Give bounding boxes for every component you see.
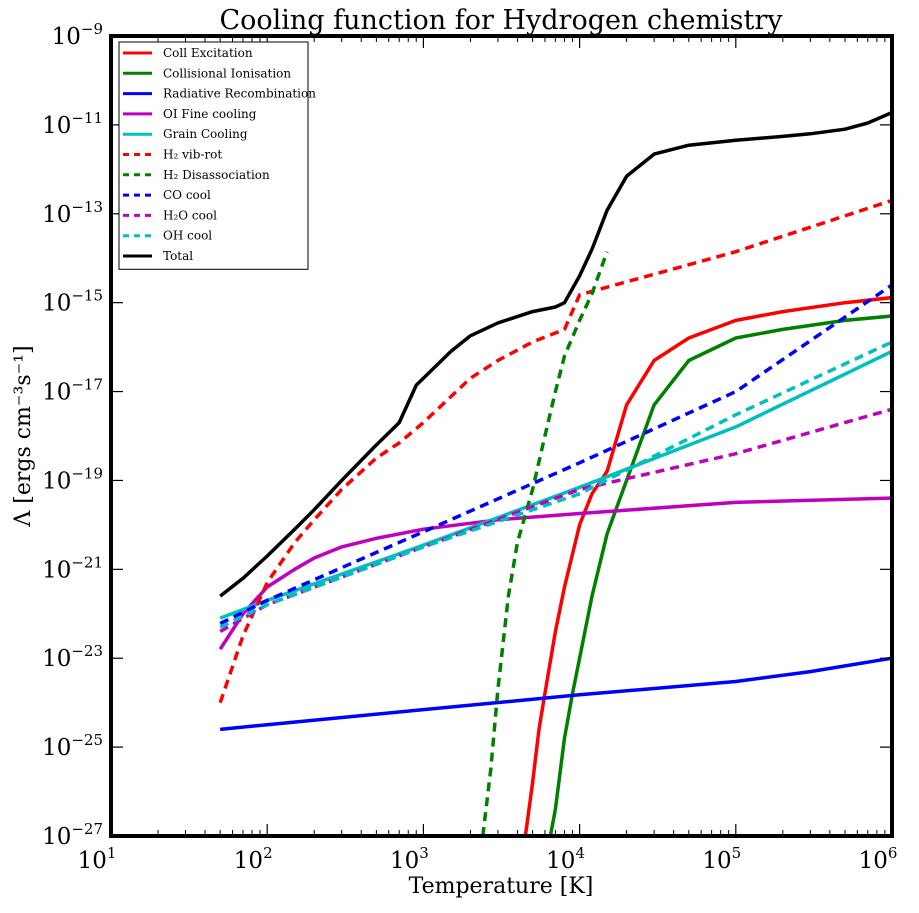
- y-tick-label: 10−25: [42, 731, 103, 761]
- legend-label: Collisional Ionisation: [163, 66, 291, 80]
- series-line-1: [548, 314, 892, 836]
- legend-label: H₂ vib-rot: [163, 148, 222, 162]
- y-tick-label: 10−11: [42, 109, 103, 139]
- legend: Coll Excitation Collisional Ionisation Rad…: [118, 41, 316, 270]
- legend-label: Coll Excitation: [163, 46, 253, 60]
- x-tick-label: 106: [859, 844, 898, 874]
- y-tick-label: 10−19: [42, 464, 103, 494]
- y-tick-label: 10−13: [42, 198, 103, 228]
- series-line-3: [218, 496, 892, 651]
- legend-label: CO cool: [163, 188, 211, 202]
- series-line-8: [219, 407, 892, 634]
- series-line-7: [219, 283, 892, 626]
- legend-label: H₂O cool: [163, 208, 217, 222]
- x-tick-label: 102: [234, 844, 273, 874]
- x-tick-label: 101: [78, 844, 117, 874]
- legend-label: OI Fine cooling: [163, 107, 257, 121]
- series-layer: [218, 110, 892, 836]
- series-line-5: [218, 198, 892, 704]
- series-line-2: [220, 656, 892, 732]
- legend-label: OH cool: [163, 229, 212, 243]
- x-tick-label: 104: [546, 844, 585, 874]
- y-tick-label: 10−15: [42, 287, 103, 317]
- y-tick-label: 10−27: [42, 820, 103, 850]
- y-tick-label: 10−17: [42, 376, 103, 406]
- x-axis-label: Temperature [K]: [409, 874, 594, 899]
- legend-label: Total: [163, 249, 193, 263]
- y-tick-label: 10−9: [52, 20, 103, 50]
- x-tick-label: 103: [390, 844, 429, 874]
- legend-label: Grain Cooling: [163, 127, 248, 141]
- y-tick-label: 10−23: [42, 642, 103, 672]
- series-line-10: [219, 110, 892, 598]
- x-tick-label: 105: [702, 844, 741, 874]
- legend-label: H₂ Disassociation: [163, 168, 270, 182]
- legend-label: Radiative Recombination: [163, 87, 316, 101]
- series-line-6: [481, 251, 609, 836]
- plot-frame: [109, 34, 894, 838]
- y-axis-label: Λ [ergs cm⁻³s⁻¹]: [11, 345, 36, 527]
- chart-title: Cooling function for Hydrogen chemistry: [219, 5, 783, 36]
- y-tick-label: 10−21: [42, 553, 103, 583]
- series-line-9: [219, 340, 892, 629]
